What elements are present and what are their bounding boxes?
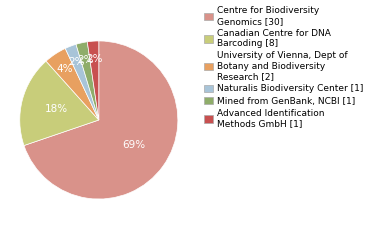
Wedge shape <box>20 61 99 145</box>
Text: 69%: 69% <box>123 140 146 150</box>
Text: 2%: 2% <box>68 57 85 67</box>
Wedge shape <box>24 41 178 199</box>
Wedge shape <box>65 44 99 120</box>
Text: 2%: 2% <box>86 54 103 64</box>
Wedge shape <box>87 41 99 120</box>
Text: 18%: 18% <box>45 104 68 114</box>
Legend: Centre for Biodiversity
Genomics [30], Canadian Centre for DNA
Barcoding [8], Un: Centre for Biodiversity Genomics [30], C… <box>202 5 365 130</box>
Wedge shape <box>76 42 99 120</box>
Text: 2%: 2% <box>77 55 93 65</box>
Wedge shape <box>46 48 99 120</box>
Text: 4%: 4% <box>57 64 73 74</box>
